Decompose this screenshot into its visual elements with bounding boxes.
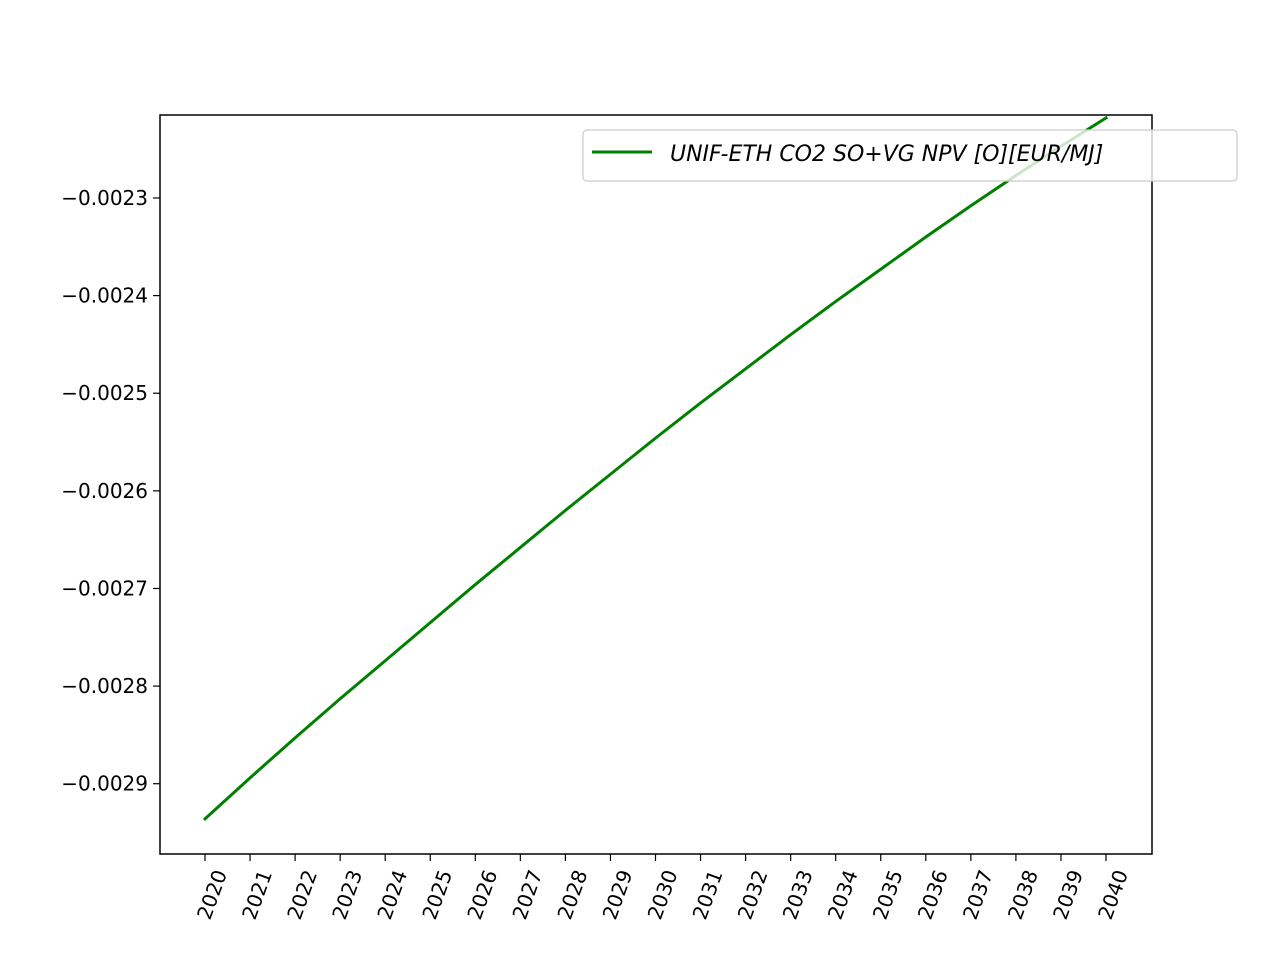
y-tick-label: −0.0025 <box>61 381 148 405</box>
series-line-0 <box>202 115 1109 821</box>
legend-label: UNIF-ETH CO2 SO+VG NPV [O][EUR/MJ] <box>670 142 1103 167</box>
series-layer <box>202 115 1109 821</box>
y-tick-label: −0.0028 <box>61 674 148 698</box>
y-tick-label: −0.0026 <box>61 479 148 503</box>
legend-frame <box>582 129 1238 182</box>
y-tick-label: −0.0029 <box>61 772 148 796</box>
y-tick-label: −0.0027 <box>61 576 148 600</box>
y-tick-label: −0.0023 <box>61 186 148 210</box>
y-tick-label: −0.0024 <box>61 284 148 308</box>
legend: UNIF-ETH CO2 SO+VG NPV [O][EUR/MJ] <box>582 129 1238 182</box>
y-axis: −0.0029 −0.0028 −0.0027 −0.0026 −0.0025 −0.00… <box>61 186 160 796</box>
